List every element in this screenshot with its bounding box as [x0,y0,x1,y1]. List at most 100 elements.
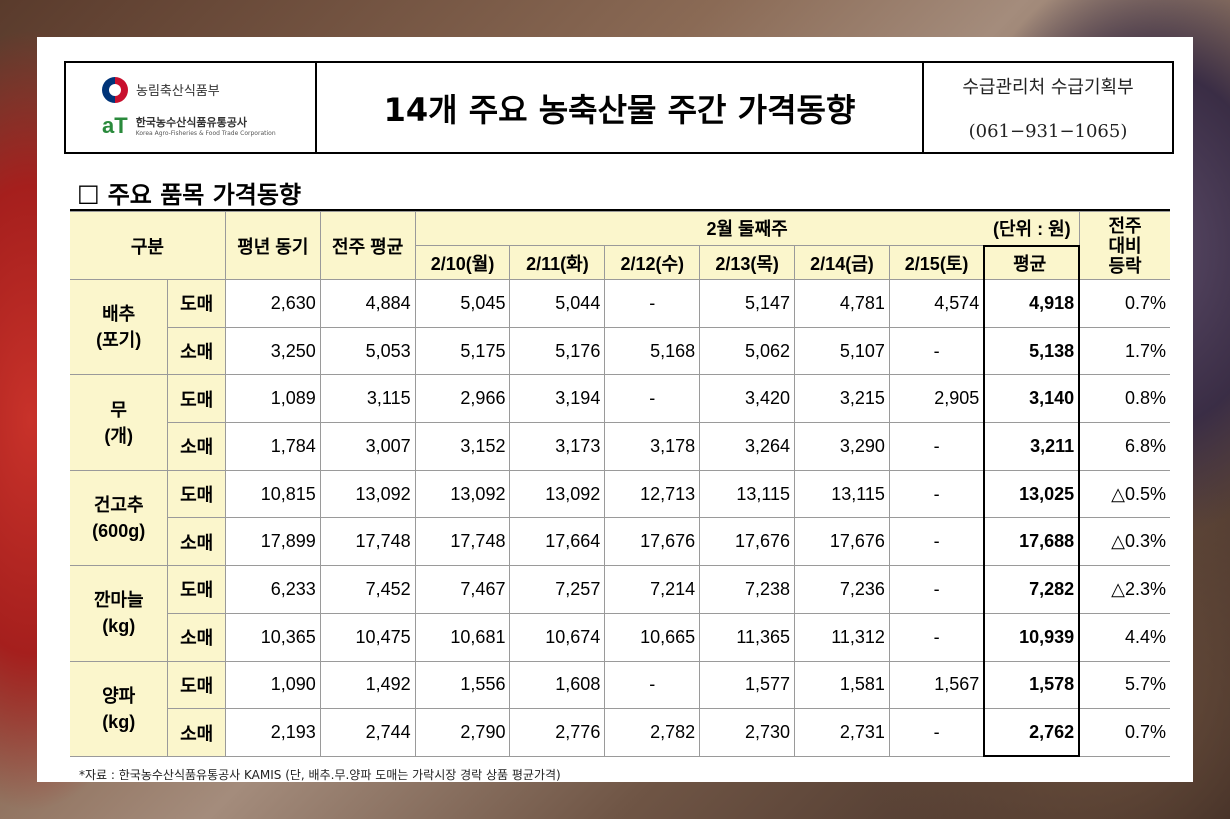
market-type: 도매 [167,660,226,710]
section-title: □ 주요 품목 가격동향 [77,175,301,210]
header-week: 2월 둘째주 (단위 : 원) [414,211,1080,246]
daily-price: - [888,708,985,757]
header-category: 구분 [70,211,226,280]
item-name: 배추 [102,304,136,325]
logo-area: 농림축산식품부 aT 한국농수산식품유통공사 Korea Agro-Fisher… [66,63,317,152]
ministry-emblem-icon [102,76,128,103]
report-header: 농림축산식품부 aT 한국농수산식품유통공사 Korea Agro-Fisher… [64,61,1174,154]
header-day: 2/13(목) [699,245,796,280]
department-phone: (061−931−1065) [968,121,1128,142]
last-year-price: 6,233 [224,565,321,614]
market-type: 소매 [167,326,226,376]
last-year-price: 1,784 [224,422,321,471]
daily-price: 3,152 [414,422,511,471]
weekly-change: △2.3% [1078,565,1170,614]
weekly-change: 0.7% [1078,708,1170,757]
daily-price: 1,556 [414,660,511,710]
weekly-change: 1.7% [1078,326,1170,376]
market-type: 도매 [167,279,226,328]
daily-price: 4,781 [794,279,890,328]
checkbox-square-icon: □ [77,178,100,207]
daily-price: 5,168 [604,326,701,376]
daily-price: 17,748 [414,517,511,567]
header-day: 2/11(화) [509,245,606,280]
weekly-average: 5,138 [983,326,1081,376]
daily-price: 13,092 [509,469,606,519]
daily-price: 13,092 [414,469,511,519]
daily-price: 10,674 [509,612,606,662]
item-name: 무 [110,399,127,420]
header-change: 전주 대비 등락 [1078,211,1170,280]
daily-price: 10,681 [414,612,511,662]
item-unit: (600g) [92,520,146,541]
daily-price: 13,115 [699,469,796,519]
agency-mark-icon: aT [102,112,128,138]
market-type: 소매 [167,612,226,662]
daily-price: 17,664 [509,517,606,567]
last-year-price: 3,250 [224,326,321,376]
daily-price: 7,257 [509,565,606,614]
table-body: 배추 (포기) 도매 2,630 4,884 5,045 5,044-5,147 4,781 4… [70,278,1170,758]
daily-price: 5,176 [509,326,606,376]
daily-price: 7,238 [699,565,796,614]
ministry-logo: 농림축산식품부 [102,76,315,103]
weekly-change: 4.4% [1078,612,1170,662]
weekly-average: 10,939 [983,612,1081,662]
report-title: 14개 주요 농축산물 주간 가격동향 [317,63,924,152]
header-day: 2/10(월) [414,245,511,280]
daily-price: 1,608 [509,660,606,710]
market-type: 소매 [167,517,226,567]
header-prev-week: 전주 평균 [319,211,416,280]
table-row: 무 (개) 도매 1,089 3,115 2,966 3,194-3,420 3,215 2,9… [70,374,1170,471]
daily-price: 3,194 [509,374,606,424]
weekly-average: 17,688 [983,517,1081,567]
market-type: 도매 [167,469,226,519]
daily-price: 2,782 [604,708,701,757]
weekly-change: 0.8% [1078,374,1170,424]
prev-week-price: 3,115 [319,374,416,424]
price-table: 구분 평년 동기 전주 평균 2월 둘째주 (단위 : 원) 전주 대비 등락 … [70,211,1170,758]
prev-week-price: 17,748 [319,517,416,567]
daily-price: - [604,660,701,710]
header-change-line1: 전주 [1108,215,1142,236]
daily-price: 4,574 [888,279,985,328]
report-page: 농림축산식품부 aT 한국농수산식품유통공사 Korea Agro-Fisher… [37,37,1193,782]
footnote: *자료 : 한국농수산식품유통공사 KAMIS (단, 배추.무.양파 도매는 … [79,768,561,782]
daily-price: - [888,612,985,662]
last-year-price: 2,193 [224,708,321,757]
daily-price: 17,676 [699,517,796,567]
prev-week-price: 13,092 [319,469,416,519]
ministry-name: 농림축산식품부 [136,84,220,99]
prev-week-price: 10,475 [319,612,416,662]
daily-price: - [888,517,985,567]
header-average: 평균 [983,244,1081,280]
section-title-text: 주요 품목 가격동향 [107,181,302,209]
last-year-price: 1,090 [224,660,321,710]
header-last-year: 평년 동기 [224,211,321,280]
daily-price: - [604,279,701,328]
header-day: 2/15(토) [888,245,985,280]
prev-week-price: 7,452 [319,565,416,614]
item-name-cell: 무 (개) [70,374,169,471]
daily-price: - [888,565,985,614]
weekly-change: △0.3% [1078,517,1170,567]
weekly-change: 5.7% [1078,660,1170,710]
daily-price: 11,365 [699,612,796,662]
table-row: 소매 2,193 2,744 2,790 2,776 2,782 2,730 2,731-2,… [70,708,1170,758]
agency-name: 한국농수산식품유통공사 [135,116,248,129]
item-unit: (kg) [102,616,136,637]
table-row: 소매 1,784 3,007 3,152 3,173 3,178 3,264 3,290-3,… [70,422,1170,471]
daily-price: 2,731 [794,708,890,757]
daily-price: 3,420 [699,374,796,424]
table-row: 깐마늘 (kg) 도매 6,233 7,452 7,467 7,257 7,214 7,238 7… [70,565,1170,662]
daily-price: 1,577 [699,660,796,710]
last-year-price: 10,815 [224,469,321,519]
item-name-cell: 건고추 (600g) [70,469,169,567]
item-name: 양파 [102,685,136,706]
daily-price: 3,178 [604,422,701,471]
weekly-change: 0.7% [1078,279,1170,328]
item-unit: (kg) [102,711,136,732]
item-name: 건고추 [93,494,144,515]
weekly-average: 3,211 [983,422,1081,471]
weekly-average: 3,140 [983,374,1081,424]
